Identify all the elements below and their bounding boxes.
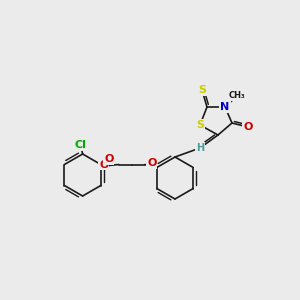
Text: CH₃: CH₃	[229, 92, 245, 100]
Text: S: S	[196, 120, 204, 130]
Text: S: S	[198, 85, 206, 95]
Text: H: H	[196, 143, 204, 153]
Text: Cl: Cl	[75, 140, 87, 150]
Text: O: O	[147, 158, 157, 169]
Text: O: O	[104, 154, 113, 164]
Text: O: O	[99, 160, 109, 170]
Text: N: N	[220, 102, 230, 112]
Text: O: O	[243, 122, 253, 132]
